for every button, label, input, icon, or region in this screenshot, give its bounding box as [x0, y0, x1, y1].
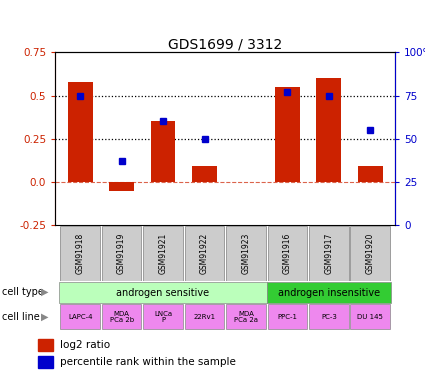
FancyBboxPatch shape — [351, 226, 390, 280]
Text: log2 ratio: log2 ratio — [60, 340, 110, 350]
Text: 22Rv1: 22Rv1 — [193, 314, 215, 320]
FancyBboxPatch shape — [102, 226, 142, 280]
FancyBboxPatch shape — [60, 304, 100, 330]
Bar — [150, 122, 176, 182]
FancyBboxPatch shape — [226, 226, 266, 280]
FancyBboxPatch shape — [309, 304, 349, 330]
Bar — [358, 166, 383, 182]
Text: DU 145: DU 145 — [357, 314, 383, 320]
Text: cell type: cell type — [2, 287, 44, 297]
FancyBboxPatch shape — [60, 226, 100, 280]
Text: MDA
PCa 2b: MDA PCa 2b — [110, 310, 133, 323]
FancyBboxPatch shape — [268, 304, 307, 330]
FancyBboxPatch shape — [267, 282, 391, 303]
FancyBboxPatch shape — [184, 226, 224, 280]
Text: GSM91922: GSM91922 — [200, 232, 209, 274]
Bar — [38, 339, 53, 351]
Text: LAPC-4: LAPC-4 — [68, 314, 92, 320]
Text: percentile rank within the sample: percentile rank within the sample — [60, 357, 236, 367]
FancyBboxPatch shape — [309, 226, 349, 280]
Text: GSM91918: GSM91918 — [76, 232, 85, 274]
Text: androgen sensitive: androgen sensitive — [116, 288, 210, 297]
Bar — [275, 87, 300, 182]
FancyBboxPatch shape — [60, 282, 267, 303]
Bar — [68, 82, 93, 182]
Text: MDA
PCa 2a: MDA PCa 2a — [234, 310, 258, 323]
Text: ▶: ▶ — [41, 312, 48, 322]
Text: androgen insensitive: androgen insensitive — [278, 288, 380, 297]
Text: GSM91917: GSM91917 — [324, 232, 333, 274]
Text: GSM91919: GSM91919 — [117, 232, 126, 274]
Text: ▶: ▶ — [41, 287, 48, 297]
Text: GSM91923: GSM91923 — [241, 232, 250, 274]
Bar — [192, 166, 217, 182]
FancyBboxPatch shape — [351, 304, 390, 330]
Bar — [317, 78, 341, 182]
FancyBboxPatch shape — [143, 304, 183, 330]
FancyBboxPatch shape — [102, 304, 142, 330]
Bar — [109, 182, 134, 190]
FancyBboxPatch shape — [184, 304, 224, 330]
Text: PPC-1: PPC-1 — [278, 314, 298, 320]
Text: GSM91916: GSM91916 — [283, 232, 292, 274]
Text: GSM91920: GSM91920 — [366, 232, 375, 274]
Bar — [38, 356, 53, 368]
FancyBboxPatch shape — [268, 226, 307, 280]
Text: cell line: cell line — [2, 312, 40, 322]
Title: GDS1699 / 3312: GDS1699 / 3312 — [168, 38, 282, 51]
Text: PC-3: PC-3 — [321, 314, 337, 320]
FancyBboxPatch shape — [143, 226, 183, 280]
FancyBboxPatch shape — [226, 304, 266, 330]
Text: LNCa
P: LNCa P — [154, 310, 172, 323]
Text: GSM91921: GSM91921 — [159, 232, 167, 274]
